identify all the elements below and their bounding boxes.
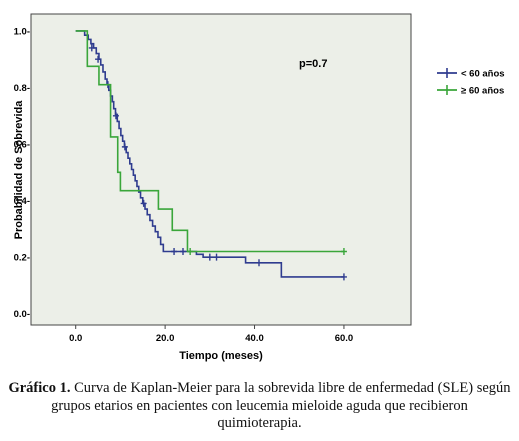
legend-label: ≥ 60 años — [461, 86, 504, 97]
censor-mark — [88, 44, 95, 52]
kaplan-meier-chart: 0.0 20.0 40.0 60.00.0-0.2-0.4-0.6-0.8-1.0- … — [13, 13, 505, 362]
legend: < 60 años ≥ 60 años — [437, 68, 505, 97]
censor-mark — [340, 247, 347, 255]
censor-mark — [171, 247, 178, 255]
x-tick-label: 40.0 — [245, 333, 264, 344]
censor-mark — [340, 273, 347, 281]
km-curve-series-0 — [75, 30, 344, 278]
censor-mark — [256, 259, 262, 267]
figure-caption: Gráfico 1. Curva de Kaplan-Meier para la… — [8, 380, 511, 433]
km-curve-series-1 — [75, 30, 344, 253]
legend-label: < 60 años — [461, 69, 505, 80]
y-tick-label: 0.8- — [14, 83, 30, 94]
p-value-annotation: p=0.7 — [299, 58, 327, 70]
censor-mark — [140, 199, 147, 207]
y-tick-label: 0.6- — [14, 140, 30, 151]
censor-mark — [206, 253, 213, 261]
x-axis-label: Tiempo (meses) — [179, 350, 263, 362]
x-tick-label: 20.0 — [156, 333, 175, 344]
y-axis-label: Probabilidad de Sobrevida — [13, 100, 25, 240]
caption-text: Curva de Kaplan-Meier para la sobrevida … — [51, 380, 511, 431]
y-tick-label: 0.4- — [14, 196, 30, 207]
censor-mark — [95, 55, 102, 63]
censor-mark — [180, 247, 186, 255]
x-tick-label: 0.0 — [69, 333, 82, 344]
censor-mark — [112, 112, 119, 120]
censor-mark — [187, 247, 194, 255]
caption-label: Gráfico 1. — [8, 380, 71, 396]
x-tick-label: 60.0 — [335, 333, 354, 344]
y-tick-label: 1.0- — [14, 26, 30, 37]
y-tick-label: 0.0- — [14, 309, 30, 320]
censor-mark — [213, 253, 220, 261]
censor-mark — [121, 143, 128, 151]
y-tick-label: 0.2- — [14, 253, 30, 264]
